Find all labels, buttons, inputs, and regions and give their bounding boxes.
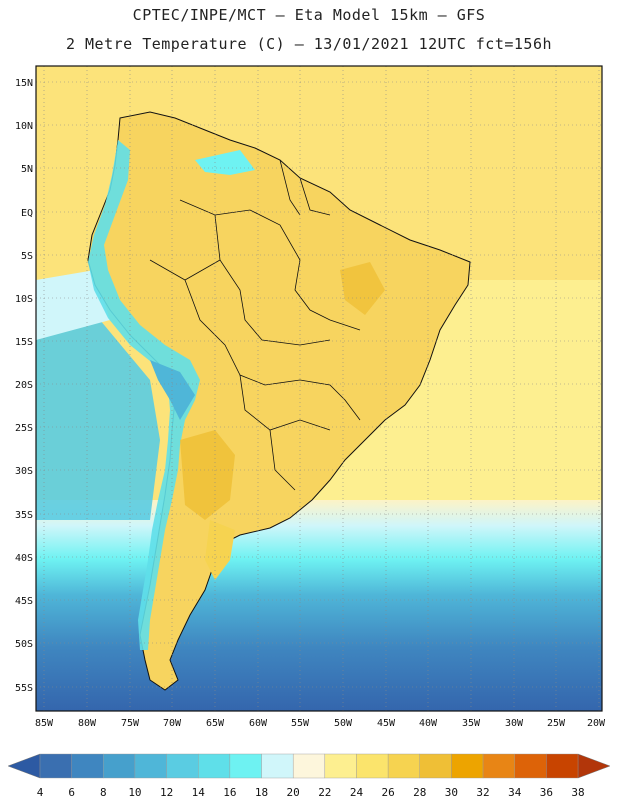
warm-patch-brazil <box>340 262 385 315</box>
lon-label: 55W <box>291 718 310 729</box>
lat-label: 15N <box>15 78 33 89</box>
colorbar-tick-label: 22 <box>318 786 331 799</box>
colorbar-swatch <box>292 753 326 779</box>
chart-title: CPTEC/INPE/MCT – Eta Model 15km – GFS <box>132 6 486 24</box>
country-borders <box>149 159 361 491</box>
colorbar-swatch <box>482 753 515 779</box>
colorbar-tick-label: 24 <box>350 786 364 799</box>
warm-patch-argentina <box>180 430 235 520</box>
colorbar-overflow-arrow <box>577 753 611 779</box>
lat-label: 45S <box>15 596 33 607</box>
colorbar-underflow-arrow <box>7 753 41 779</box>
colorbar-tick-label: 10 <box>128 786 141 799</box>
colorbar-tick-label: 6 <box>68 786 75 799</box>
colorbar-swatch <box>324 753 357 779</box>
colorbar-swatch <box>71 753 104 779</box>
colorbar-tick-label: 26 <box>381 786 394 799</box>
lat-label: 25S <box>15 423 33 434</box>
colorbar: 4 6 8 10 12 14 16 18 20 22 24 26 28 30 32 34 36 38 <box>7 753 611 799</box>
colorbar-swatch <box>198 753 231 779</box>
colorbar-swatch <box>514 753 547 779</box>
lon-label: 25W <box>547 718 566 729</box>
lat-label: 35S <box>15 510 33 521</box>
colorbar-tick-label: 12 <box>160 786 173 799</box>
lat-label: 10S <box>15 294 33 305</box>
lon-label: 60W <box>249 718 268 729</box>
colorbar-swatch <box>387 753 420 779</box>
lat-label: 5N <box>21 164 33 175</box>
lat-label: 40S <box>15 553 33 564</box>
colorbar-swatch <box>166 753 199 779</box>
guiana-highlands-cool <box>195 150 255 175</box>
colorbar-swatch <box>103 753 136 779</box>
lon-label: 70W <box>163 718 182 729</box>
colorbar-swatch <box>546 753 579 779</box>
patagonia-patch <box>205 520 235 580</box>
map-frame <box>35 65 603 712</box>
colorbar-tick-label: 36 <box>540 786 553 799</box>
lon-label: 20W <box>587 718 606 729</box>
colorbar-tick-label: 30 <box>445 786 458 799</box>
lat-label: EQ <box>21 208 33 219</box>
lat-label: 50S <box>15 639 33 650</box>
lat-label: 10N <box>15 121 33 132</box>
pacific-transition <box>36 270 110 340</box>
colorbar-tick-label: 16 <box>223 786 236 799</box>
lon-label: 45W <box>377 718 396 729</box>
lon-label: 40W <box>419 718 438 729</box>
colorbar-tick-label: 14 <box>192 786 206 799</box>
lat-label: 15S <box>15 337 33 348</box>
colorbar-swatch <box>356 753 389 779</box>
lon-label: 50W <box>334 718 353 729</box>
southern-ocean <box>36 500 602 711</box>
colorbar-swatch <box>419 753 452 779</box>
altiplano-cold <box>150 360 195 420</box>
lat-label: 55S <box>15 683 33 694</box>
lon-label: 35W <box>462 718 481 729</box>
colorbar-tick-label: 34 <box>508 786 522 799</box>
lon-label: 80W <box>78 718 97 729</box>
lon-label: 75W <box>121 718 140 729</box>
longitude-labels: 85W 80W 75W 70W 65W 60W 55W 50W 45W 40W … <box>35 718 606 729</box>
colorbar-tick-label: 20 <box>287 786 300 799</box>
lon-label: 85W <box>35 718 54 729</box>
colorbar-tick-label: 32 <box>476 786 489 799</box>
latitude-labels: 15N 10N 5N EQ 5S 10S 15S 20S 25S 30S 35S… <box>15 78 33 694</box>
colorbar-tick-label: 28 <box>413 786 426 799</box>
colorbar-tick-label: 38 <box>571 786 584 799</box>
colorbar-tick-label: 8 <box>100 786 107 799</box>
lon-label: 30W <box>505 718 524 729</box>
colorbar-swatch <box>39 753 72 779</box>
lat-label: 5S <box>21 251 33 262</box>
colorbar-tick-label: 4 <box>37 786 44 799</box>
colorbar-swatch <box>451 753 484 779</box>
colorbar-swatch <box>134 753 167 779</box>
chart-subtitle: 2 Metre Temperature (C) – 13/01/2021 12U… <box>65 35 553 53</box>
colorbar-tick-label: 18 <box>255 786 268 799</box>
colorbar-swatch <box>229 753 262 779</box>
colorbar-swatch <box>261 753 294 779</box>
lat-label: 30S <box>15 466 33 477</box>
lat-label: 20S <box>15 380 33 391</box>
lon-label: 65W <box>206 718 225 729</box>
